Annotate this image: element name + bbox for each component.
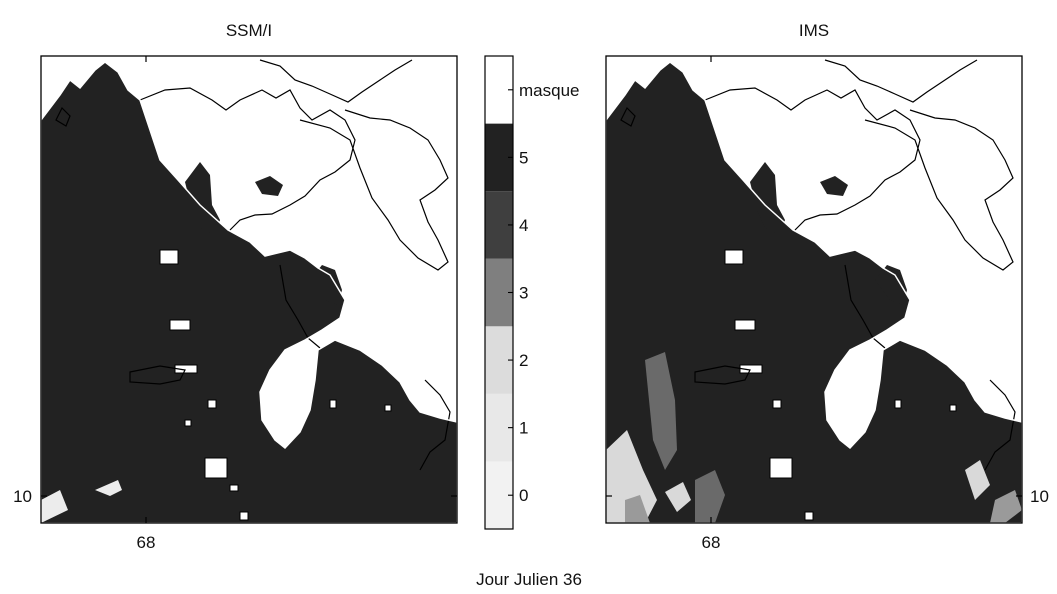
colorbar: 0 1 2 3 4 5 masque [484,55,579,530]
panel-title: SSM/I [226,21,272,40]
colorbar-frame [484,55,514,530]
x-tick-label: 68 [702,533,721,552]
colorbar-label: 4 [519,216,528,235]
x-tick-label: 68 [137,533,156,552]
panel-frame [40,55,458,524]
colorbar-label: masque [519,81,579,100]
colorbar-label: 1 [519,419,528,438]
colorbar-label: 0 [519,486,528,505]
panel-frame [605,55,1023,524]
y-tick-label: 10 [1030,487,1049,506]
panel-ssmi: SSM/I [13,21,458,552]
colorbar-label: 3 [519,284,528,303]
figure-caption: Jour Julien 36 [476,570,582,589]
colorbar-label: 2 [519,351,528,370]
panel-ims: IMS [605,21,1049,552]
panel-title: IMS [799,21,829,40]
y-tick-label: 10 [13,487,32,506]
colorbar-label: 5 [519,148,528,167]
